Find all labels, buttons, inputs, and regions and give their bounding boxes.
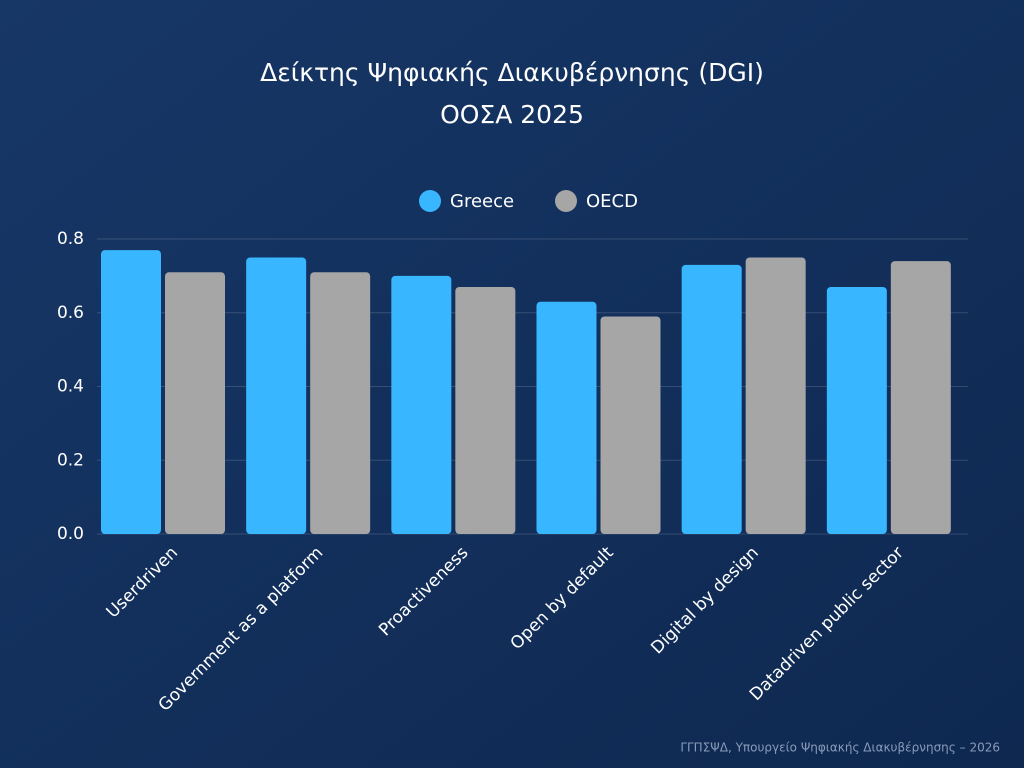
bar xyxy=(165,272,225,534)
y-tick-label: 0.8 xyxy=(57,229,84,249)
legend-swatch xyxy=(555,190,577,212)
y-tick-label: 0.6 xyxy=(57,303,84,323)
bar xyxy=(310,272,371,534)
y-tick-label: 0.2 xyxy=(57,450,84,470)
bar xyxy=(600,316,661,534)
footer: ΓΓΠΣΨΔ, Υπουργείο Ψηφιακής Διακυβέρνησης… xyxy=(680,741,1000,755)
legend-label: OECD xyxy=(586,191,638,212)
bar xyxy=(246,257,307,534)
legend-label: Greece xyxy=(450,191,514,212)
bar xyxy=(826,286,887,534)
bar xyxy=(455,286,516,534)
bar xyxy=(101,250,161,534)
legend-swatch xyxy=(419,190,441,212)
y-tick-label: 0.4 xyxy=(57,377,84,397)
y-tick-label: 0.0 xyxy=(57,524,84,544)
bar xyxy=(681,264,742,534)
bar xyxy=(745,257,806,534)
bar xyxy=(890,261,951,534)
bar xyxy=(391,275,452,534)
bar xyxy=(536,301,597,534)
chart-subtitle: ΟΟΣΑ 2025 xyxy=(440,100,584,129)
chart-title: Δείκτης Ψηφιακής Διακυβέρνησης (DGI) xyxy=(260,58,764,87)
